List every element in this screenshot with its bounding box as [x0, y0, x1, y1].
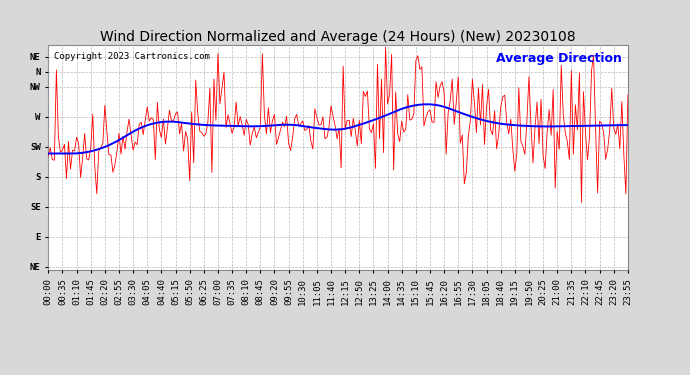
Text: Average Direction: Average Direction [496, 52, 622, 65]
Text: Copyright 2023 Cartronics.com: Copyright 2023 Cartronics.com [54, 52, 210, 61]
Title: Wind Direction Normalized and Average (24 Hours) (New) 20230108: Wind Direction Normalized and Average (2… [100, 30, 576, 44]
